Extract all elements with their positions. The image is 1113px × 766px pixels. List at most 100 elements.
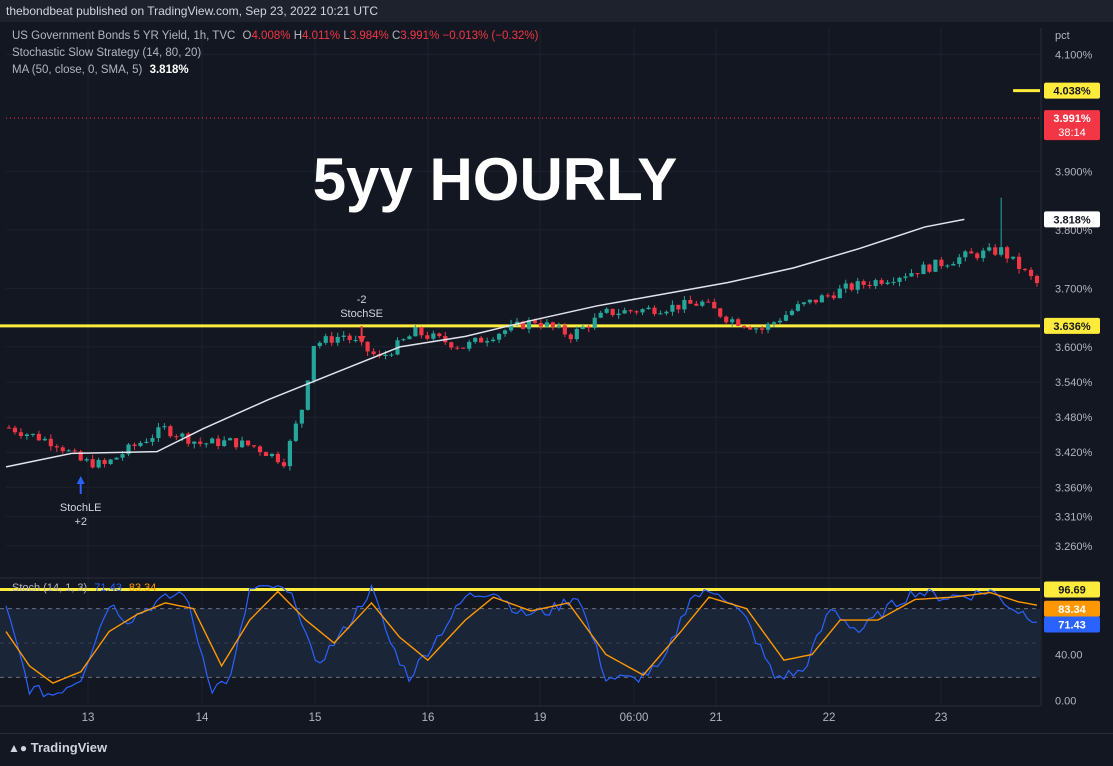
candle-body [281, 462, 287, 467]
candle-body [885, 282, 890, 284]
symbol-legend[interactable]: US Government Bonds 5 YR Yield, 1h, TVC … [12, 30, 538, 42]
candle-body [72, 450, 77, 452]
y-tick-label: 3.800% [1055, 225, 1093, 237]
candle-body [36, 433, 41, 441]
stoch-d-line [5, 590, 1038, 684]
candle-body [706, 301, 711, 303]
candle-body [652, 307, 657, 315]
candle-body [879, 280, 884, 284]
overlay-title: 5yy HOURLY [313, 146, 678, 213]
short-arrow-icon [357, 336, 366, 344]
grid-lines [0, 28, 1042, 707]
candle-body [371, 351, 376, 355]
candle-body [228, 438, 233, 441]
candle-body [419, 327, 424, 336]
candles [6, 197, 1040, 471]
candle-body [730, 319, 735, 323]
candle-body [777, 320, 783, 323]
candle-body [1016, 256, 1022, 269]
candle-body [742, 325, 747, 328]
candle-body [365, 341, 370, 352]
candle-body [825, 295, 830, 297]
candle-body [975, 253, 980, 259]
ma-badge: 3.818% [1053, 214, 1091, 226]
candle-body [347, 335, 352, 340]
stoch-level-badge: 96.69 [1058, 585, 1086, 597]
candle-body [48, 438, 53, 447]
horizontal-levels [0, 89, 1040, 328]
candle-body [317, 342, 322, 347]
candle-body [544, 322, 549, 327]
candle-body [562, 325, 567, 335]
price-badge-bg [1044, 110, 1100, 141]
candle-body [1011, 256, 1016, 259]
price-axis[interactable]: 4.100% 3.900% 3.800% 3.700% 3.600% 3.540% 3.48… [1044, 49, 1100, 707]
candle-body [520, 321, 526, 329]
candle-body [497, 333, 502, 340]
level-badge-bg [1044, 82, 1100, 99]
candle-body [431, 333, 436, 339]
candle-body [204, 443, 209, 445]
published-header: thebondbeat published on TradingView.com… [0, 0, 1113, 22]
candle-body [759, 328, 765, 330]
stoch-d-badge-bg [1044, 600, 1100, 617]
candle-body [592, 317, 597, 328]
candle-body [664, 311, 669, 314]
candle-body [299, 409, 304, 424]
candle-body [622, 310, 627, 314]
x-tick-label: 13 [82, 712, 95, 724]
candle-body [114, 457, 119, 460]
candle-body [748, 327, 753, 330]
strategy-legend[interactable]: Stochastic Slow Strategy (14, 80, 20) [12, 47, 201, 59]
candle-body [574, 328, 579, 340]
tradingview-logo-icon: ▲● [8, 741, 28, 755]
candle-body [927, 264, 932, 272]
stoch-k-badge-bg [1044, 616, 1100, 633]
candle-body [586, 326, 591, 328]
candle-body [437, 333, 442, 337]
candle-body [66, 450, 71, 452]
moving-average [5, 218, 965, 468]
candle-body [526, 320, 532, 329]
candle-body [341, 335, 346, 337]
low-label: L [343, 30, 350, 42]
strategy-signals: -2 StochSE StochLE +2 [60, 294, 383, 528]
x-tick-label: 19 [534, 712, 547, 724]
ma-legend[interactable]: MA (50, close, 0, SMA, 5) 3.818% [12, 64, 189, 76]
high-value: 4.011% [302, 30, 341, 42]
candle-body [401, 339, 406, 341]
candle-body [933, 259, 938, 272]
candle-body [1022, 268, 1028, 270]
candle-body [335, 336, 340, 343]
candle-body [580, 326, 585, 329]
candle-body [993, 247, 998, 255]
tradingview-brand-text: TradingView [30, 740, 108, 755]
close-label: C [391, 30, 401, 42]
open-value: 4.008% [251, 30, 291, 42]
candle-body [186, 433, 191, 444]
candle-body [712, 301, 717, 309]
ma-title: MA (50, close, 0, SMA, 5) [12, 64, 143, 76]
candle-body [192, 441, 197, 444]
time-axis[interactable]: 13 14 15 16 19 06:00 21 22 23 [82, 712, 948, 724]
candle-body [305, 380, 310, 410]
y-tick-label: 3.360% [1055, 482, 1093, 494]
candle-body [42, 438, 47, 441]
candle-body [604, 308, 609, 313]
x-tick-label: 22 [823, 712, 836, 724]
stoch-legend[interactable]: Stoch (14, 1, 3) 71.43 83.34 [12, 582, 156, 594]
y-tick-label: 3.480% [1055, 412, 1093, 424]
candle-body [807, 299, 812, 303]
pct-unit-label: pct [1055, 30, 1070, 42]
candle-body [688, 299, 693, 304]
candle-body [945, 265, 950, 267]
candle-body [897, 277, 902, 282]
candle-body [132, 444, 137, 446]
y-tick-label: 4.100% [1055, 49, 1093, 61]
stoch-y-tick-label: 0.00 [1055, 695, 1076, 707]
candle-body [138, 442, 143, 446]
tradingview-brand[interactable]: ▲● TradingView [8, 740, 107, 755]
candle-body [957, 257, 962, 264]
candle-body [819, 295, 824, 303]
